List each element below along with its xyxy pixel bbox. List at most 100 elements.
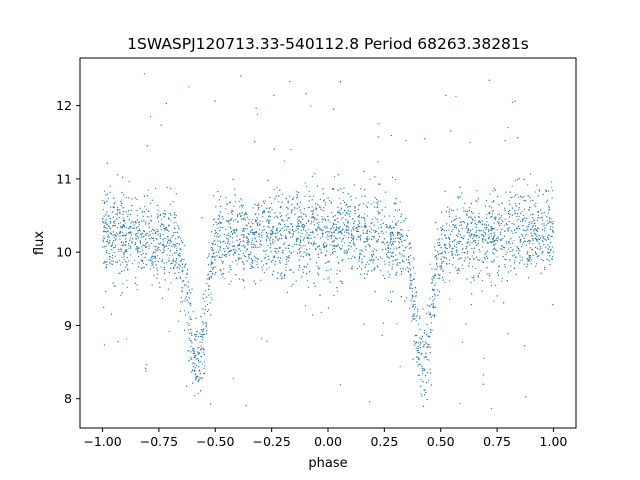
data-point [256,263,258,266]
data-point [203,367,205,369]
data-point [105,265,107,268]
data-point [105,194,107,196]
data-point [104,230,106,232]
data-point [376,240,378,242]
data-point [161,223,163,226]
data-point [493,222,495,224]
data-point [314,285,316,288]
data-point [252,233,254,235]
data-point [511,222,513,225]
data-point [207,274,209,276]
data-point [139,241,141,243]
data-point [318,267,321,270]
data-point [471,247,473,250]
data-point [493,241,496,243]
data-point [157,260,159,263]
data-point [529,258,531,260]
data-point [440,268,442,270]
data-point [151,230,153,232]
data-point [197,353,200,355]
data-point [463,210,465,212]
data-point [318,256,320,259]
data-point [338,226,340,229]
data-point [395,224,398,226]
data-point [179,260,181,262]
data-point [237,221,240,223]
data-point [271,228,273,230]
data-point [473,279,475,281]
data-point [376,201,378,203]
data-point [420,338,423,340]
data-point [119,248,121,250]
data-point [110,313,113,315]
data-point [118,248,120,250]
data-point [322,193,325,195]
data-point [291,285,293,288]
data-point [514,256,517,258]
data-point [504,258,506,260]
data-point [250,265,253,267]
data-point [140,220,143,222]
data-point [202,323,204,325]
data-point [228,250,230,252]
data-point [285,267,287,269]
data-point [394,259,396,261]
data-point [428,344,430,346]
data-point [296,194,298,196]
data-point [199,370,201,372]
data-point [140,242,142,244]
data-point [269,219,271,221]
data-point [378,123,380,125]
data-point [501,202,503,204]
data-point [194,379,197,381]
data-point [469,230,472,232]
data-point [415,342,417,344]
data-point [297,224,299,227]
data-point [462,207,464,209]
data-point [514,203,516,205]
data-point [357,208,359,211]
data-point [294,213,296,215]
data-point [210,246,213,249]
data-point [161,260,163,262]
data-point [336,273,338,275]
chart-title: 1SWASPJ120713.33-540112.8 Period 68263.3… [127,35,529,53]
data-point [456,208,458,210]
data-point [394,202,396,204]
data-point [177,226,179,228]
data-point [200,316,202,318]
data-point [121,292,123,294]
data-point [251,219,253,221]
data-point [103,237,105,239]
data-point [376,218,378,220]
data-point [243,230,245,232]
data-point [240,234,243,236]
data-point [467,256,469,258]
data-point [441,238,443,240]
data-point [454,225,456,227]
data-point [432,314,434,317]
data-point [402,255,404,257]
data-point [392,241,394,243]
data-point [168,257,170,259]
data-point [162,212,164,215]
data-point [490,216,492,218]
data-point [473,250,475,252]
data-point [346,224,348,227]
data-point [310,221,313,223]
data-point [514,229,516,231]
data-point [417,308,419,310]
data-point [111,248,113,251]
data-point [358,220,360,222]
data-point [156,277,158,279]
data-point [257,218,259,220]
data-point [219,216,221,218]
data-point [448,225,451,227]
data-point [411,288,414,290]
data-point [128,197,130,199]
data-point [341,260,343,262]
data-point [293,197,295,199]
data-point [429,314,432,316]
data-point [168,225,170,227]
data-point [347,258,350,260]
